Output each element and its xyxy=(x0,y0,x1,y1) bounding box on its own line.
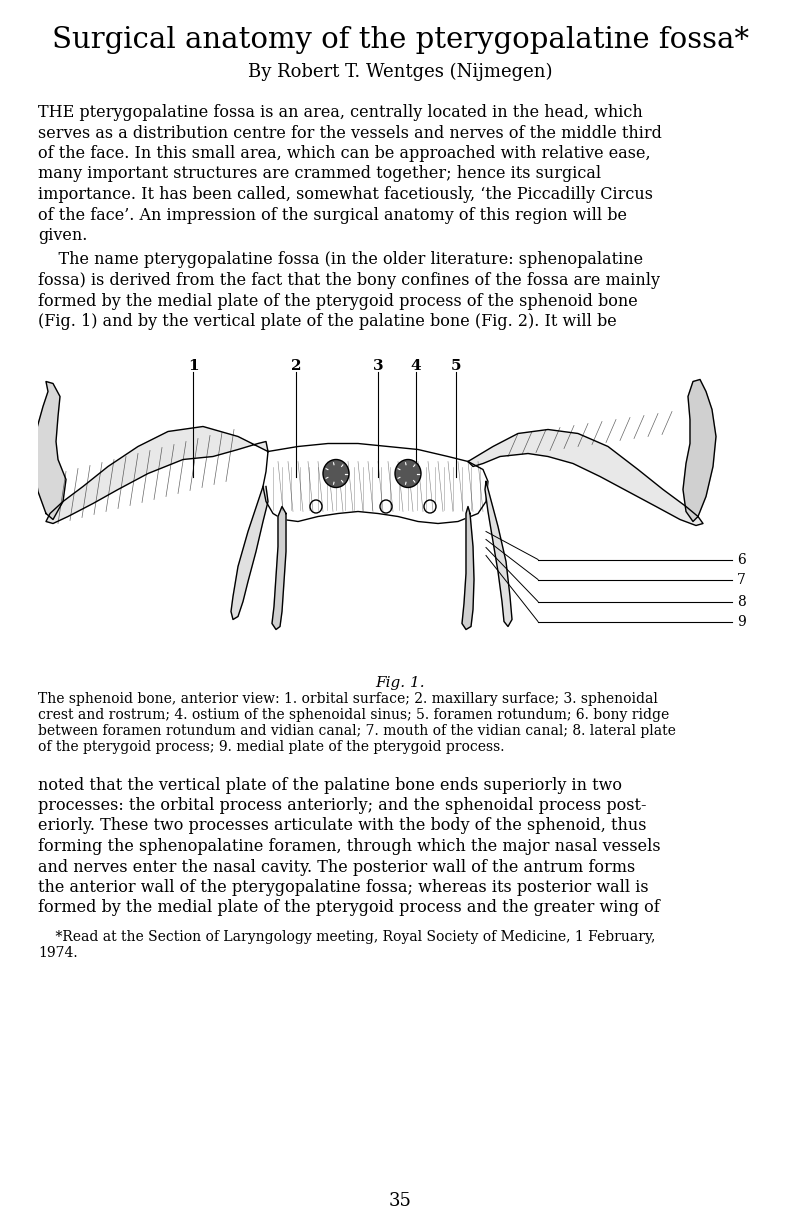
Text: crest and rostrum; 4. ostium of the sphenoidal sinus; 5. foramen rotundum; 6. bo: crest and rostrum; 4. ostium of the sphe… xyxy=(38,709,670,722)
Text: formed by the medial plate of the pterygoid process and the greater wing of: formed by the medial plate of the pteryg… xyxy=(38,900,660,917)
Text: 5: 5 xyxy=(450,359,462,374)
Text: processes: the orbital process anteriorly; and the sphenoidal process post-: processes: the orbital process anteriorl… xyxy=(38,798,646,815)
Polygon shape xyxy=(231,487,268,619)
Text: serves as a distribution centre for the vessels and nerves of the middle third: serves as a distribution centre for the … xyxy=(38,125,662,142)
Text: The name pterygopalatine fossa (in the older literature: sphenopalatine: The name pterygopalatine fossa (in the o… xyxy=(38,251,643,268)
Polygon shape xyxy=(485,482,512,626)
Text: Fig. 1.: Fig. 1. xyxy=(375,675,425,690)
Text: the anterior wall of the pterygopalatine fossa; whereas its posterior wall is: the anterior wall of the pterygopalatine… xyxy=(38,879,649,896)
Text: THE pterygopalatine fossa is an area, centrally located in the head, which: THE pterygopalatine fossa is an area, ce… xyxy=(38,104,642,121)
Text: 4: 4 xyxy=(410,359,422,374)
Text: noted that the vertical plate of the palatine bone ends superiorly in two: noted that the vertical plate of the pal… xyxy=(38,777,622,794)
Text: of the face’. An impression of the surgical anatomy of this region will be: of the face’. An impression of the surgi… xyxy=(38,206,627,223)
Text: importance. It has been called, somewhat facetiously, ‘the Piccadilly Circus: importance. It has been called, somewhat… xyxy=(38,186,653,203)
Polygon shape xyxy=(272,506,286,630)
Text: 7: 7 xyxy=(737,573,746,586)
Polygon shape xyxy=(46,426,268,523)
Text: 6: 6 xyxy=(737,552,746,567)
Text: of the pterygoid process; 9. medial plate of the pterygoid process.: of the pterygoid process; 9. medial plat… xyxy=(38,741,505,754)
Text: formed by the medial plate of the pterygoid process of the sphenoid bone: formed by the medial plate of the pteryg… xyxy=(38,293,638,310)
Text: and nerves enter the nasal cavity. The posterior wall of the antrum forms: and nerves enter the nasal cavity. The p… xyxy=(38,858,635,875)
Text: between foramen rotundum and vidian canal; 7. mouth of the vidian canal; 8. late: between foramen rotundum and vidian cana… xyxy=(38,725,676,738)
Text: (Fig. 1) and by the vertical plate of the palatine bone (Fig. 2). It will be: (Fig. 1) and by the vertical plate of th… xyxy=(38,313,617,330)
Text: of the face. In this small area, which can be approached with relative ease,: of the face. In this small area, which c… xyxy=(38,144,650,161)
Polygon shape xyxy=(683,380,716,522)
Ellipse shape xyxy=(323,460,349,488)
Text: 1: 1 xyxy=(188,359,198,374)
Polygon shape xyxy=(468,430,703,526)
Text: 1974.: 1974. xyxy=(38,946,78,960)
Polygon shape xyxy=(462,506,474,630)
Text: 2: 2 xyxy=(290,359,302,374)
Polygon shape xyxy=(33,381,66,520)
Text: 8: 8 xyxy=(737,595,746,608)
Text: given.: given. xyxy=(38,227,87,244)
Text: eriorly. These two processes articulate with the body of the sphenoid, thus: eriorly. These two processes articulate … xyxy=(38,817,646,834)
Text: *Read at the Section of Laryngology meeting, Royal Society of Medicine, 1 Februa: *Read at the Section of Laryngology meet… xyxy=(38,930,655,944)
Text: 35: 35 xyxy=(389,1192,411,1210)
Text: fossa) is derived from the fact that the bony confines of the fossa are mainly: fossa) is derived from the fact that the… xyxy=(38,272,660,289)
Text: many important structures are crammed together; hence its surgical: many important structures are crammed to… xyxy=(38,165,601,182)
Text: Surgical anatomy of the pterygopalatine fossa*: Surgical anatomy of the pterygopalatine … xyxy=(51,25,749,53)
Text: forming the sphenopalatine foramen, through which the major nasal vessels: forming the sphenopalatine foramen, thro… xyxy=(38,838,661,855)
Text: 3: 3 xyxy=(373,359,383,374)
Text: By Robert T. Wentges (Nijmegen): By Robert T. Wentges (Nijmegen) xyxy=(248,63,552,81)
Text: The sphenoid bone, anterior view: 1. orbital surface; 2. maxillary surface; 3. s: The sphenoid bone, anterior view: 1. orb… xyxy=(38,692,658,707)
Ellipse shape xyxy=(395,460,421,488)
Text: 9: 9 xyxy=(737,614,746,629)
